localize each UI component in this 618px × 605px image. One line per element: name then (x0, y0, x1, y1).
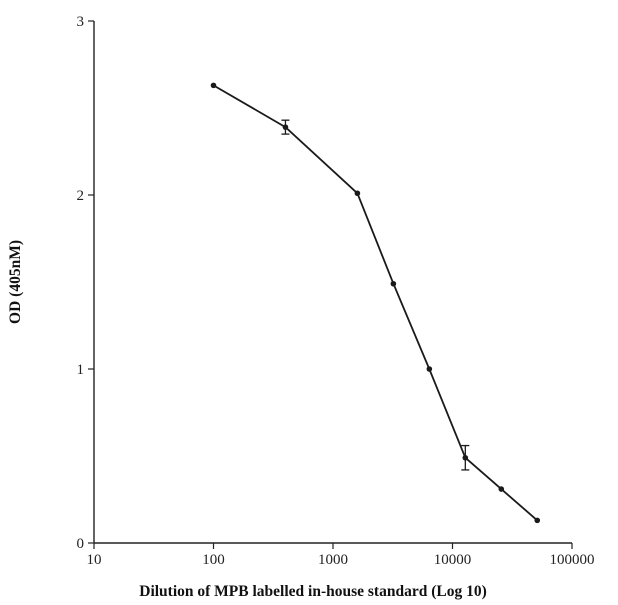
x-tick-label: 100 (202, 552, 225, 568)
series-layer (210, 82, 541, 524)
data-point (534, 517, 541, 524)
data-point (462, 454, 469, 461)
series-line (213, 84, 538, 522)
x-tick-label: 10 (87, 552, 102, 568)
x-tick-label: 1000 (318, 552, 348, 568)
y-tick-label: 2 (77, 188, 85, 204)
x-tick-label: 10000 (434, 552, 472, 568)
data-point (498, 486, 505, 492)
y-axis-title: OD (405nM) (7, 240, 24, 324)
y-tick-label: 0 (77, 536, 85, 552)
x-tick-label: 100000 (550, 552, 595, 568)
x-axis-ticks: 10 100 1000 10000 100000 (87, 543, 595, 568)
axes (93, 21, 572, 544)
y-tick-label: 3 (77, 14, 85, 30)
data-point (390, 280, 397, 287)
data-point (210, 82, 217, 89)
data-point (426, 366, 433, 372)
data-point (282, 124, 289, 130)
y-axis-ticks: 0 1 2 3 (77, 14, 94, 552)
data-point (354, 190, 361, 197)
x-axis-title: Dilution of MPB labelled in-house standa… (139, 583, 487, 600)
y-tick-label: 1 (77, 362, 85, 378)
